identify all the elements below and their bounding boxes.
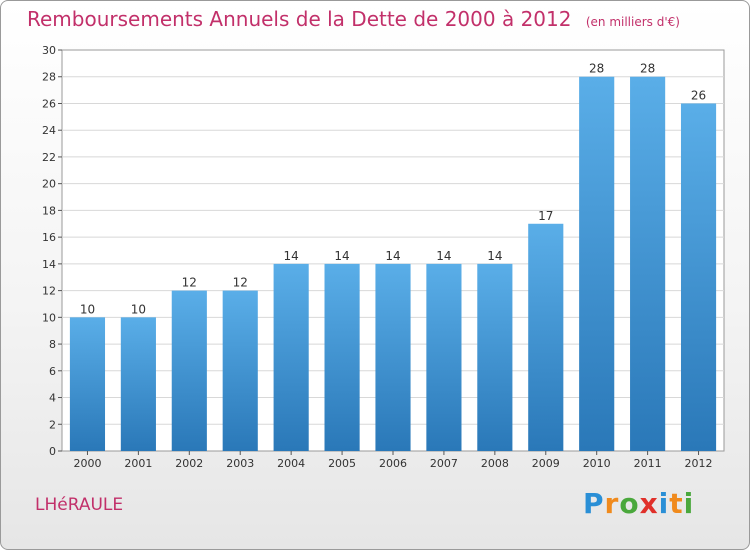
- y-tick-label: 14: [42, 258, 56, 271]
- bar-2004: [273, 263, 309, 451]
- x-tick-label-2003: 2003: [226, 457, 254, 470]
- y-tick-label: 26: [42, 97, 56, 110]
- x-tick-label-2000: 2000: [73, 457, 101, 470]
- bar-2010: [579, 76, 615, 451]
- y-tick-label: 22: [42, 151, 56, 164]
- chart-title-text: Remboursements Annuels de la Dette de 20…: [27, 7, 572, 31]
- bars: 10 10 12 12 14 14 14 14 14 17 28 28 26: [69, 62, 717, 451]
- logo-letter: o: [619, 487, 640, 520]
- bar-2011: [630, 76, 666, 451]
- y-tick-label: 2: [49, 418, 56, 431]
- bar-2001: [120, 317, 156, 451]
- x-tick-label-2009: 2009: [532, 457, 560, 470]
- data-label-2005: 14: [334, 249, 349, 263]
- bar-2000: [69, 317, 106, 451]
- y-tick-label: 0: [49, 445, 56, 458]
- proxiti-logo: Proxiti: [583, 487, 694, 520]
- bar-2007: [426, 263, 462, 451]
- y-tick-label: 12: [42, 285, 56, 298]
- y-tick-label: 24: [42, 124, 56, 137]
- logo-letter: t: [669, 487, 684, 520]
- y-tick-label: 16: [42, 231, 56, 244]
- data-label-2012: 26: [691, 88, 706, 102]
- y-tick-label: 20: [42, 178, 56, 191]
- logo-letter: x: [639, 487, 659, 520]
- chart-title: Remboursements Annuels de la Dette de 20…: [27, 7, 680, 31]
- data-label-2008: 14: [487, 249, 502, 263]
- y-tick-label: 8: [49, 338, 56, 351]
- y-tick-label: 4: [49, 392, 56, 405]
- data-label-2001: 10: [131, 302, 146, 316]
- y-tick-label: 10: [42, 311, 56, 324]
- place-name: LHéRAULE: [35, 495, 124, 515]
- data-label-2007: 14: [436, 249, 451, 263]
- x-tick-label-2004: 2004: [277, 457, 305, 470]
- x-tick-label-2010: 2010: [583, 457, 611, 470]
- data-label-2010: 28: [589, 62, 604, 76]
- data-label-2003: 12: [233, 276, 248, 290]
- logo-letter: i: [683, 487, 695, 520]
- logo-letter: i: [658, 487, 670, 520]
- bar-2005: [324, 263, 360, 451]
- bar-2003: [222, 290, 258, 451]
- data-label-2000: 10: [80, 302, 95, 316]
- x-tick-label-2007: 2007: [430, 457, 458, 470]
- data-label-2002: 12: [182, 276, 197, 290]
- data-label-2009: 17: [538, 209, 553, 223]
- x-tick-label-2008: 2008: [481, 457, 509, 470]
- logo-letter: P: [583, 487, 605, 520]
- x-tick-label-2001: 2001: [124, 457, 152, 470]
- bar-2009: [528, 223, 564, 451]
- y-tick-label: 30: [42, 44, 56, 57]
- data-label-2011: 28: [640, 62, 655, 76]
- x-tick-label-2012: 2012: [685, 457, 713, 470]
- data-label-2006: 14: [385, 249, 400, 263]
- x-tick-label-2005: 2005: [328, 457, 356, 470]
- data-label-2004: 14: [284, 249, 299, 263]
- y-tick-label: 18: [42, 204, 56, 217]
- y-tick-label: 6: [49, 365, 56, 378]
- chart-subtitle: (en milliers d'€): [585, 15, 680, 29]
- bar-2002: [171, 290, 207, 451]
- bar-2012: [680, 103, 717, 451]
- bar-2006: [375, 263, 411, 451]
- logo-letter: r: [604, 487, 620, 520]
- x-tick-label-2002: 2002: [175, 457, 203, 470]
- bar-2008: [477, 263, 513, 451]
- x-tick-label-2006: 2006: [379, 457, 407, 470]
- x-axis: 2000 2001 2002 2003 2004 2005 2006 2007 2008 2009…: [73, 451, 713, 470]
- y-tick-label: 28: [42, 71, 56, 84]
- x-tick-label-2011: 2011: [634, 457, 662, 470]
